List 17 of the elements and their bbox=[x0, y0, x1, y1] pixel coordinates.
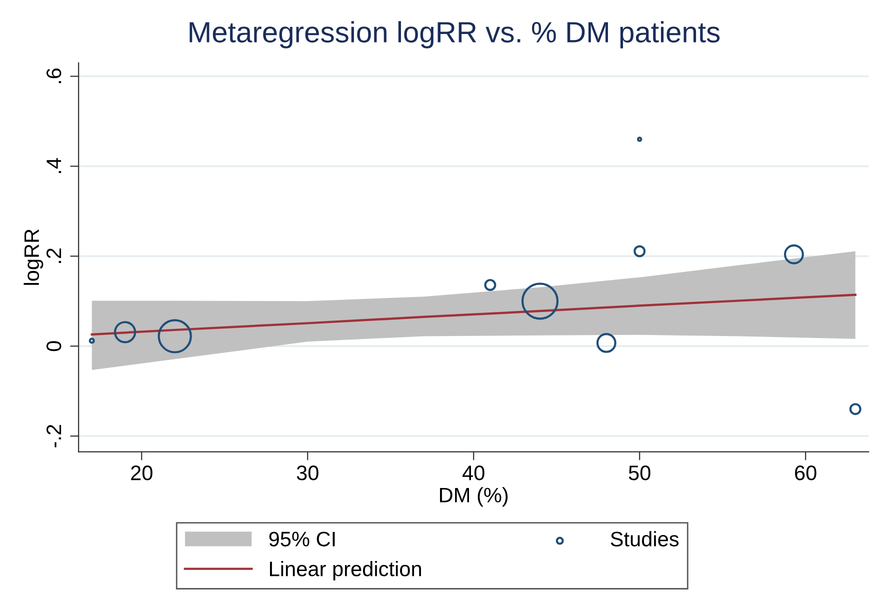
y-tick-label: .2 bbox=[46, 248, 62, 263]
x-tick-label: 60 bbox=[795, 466, 816, 480]
x-tick-label: 30 bbox=[296, 466, 318, 480]
text: 95% CI bbox=[269, 532, 335, 546]
chart-title: Metaregression logRR vs. % DM patients bbox=[190, 21, 720, 48]
line-series bbox=[90, 294, 856, 336]
x-tick-label: 40 bbox=[462, 466, 484, 480]
y-tick-label: -.2 bbox=[46, 424, 62, 448]
x-tick-label: 20 bbox=[131, 466, 152, 480]
legend-label: Linear prediction bbox=[270, 560, 421, 580]
y-axis-title: logRR bbox=[24, 229, 44, 285]
y-tick-label: .6 bbox=[46, 68, 62, 84]
x-tick-label: 50 bbox=[628, 466, 650, 480]
y-tick-label: 0 bbox=[46, 341, 62, 352]
y-tick-label: .4 bbox=[46, 158, 62, 174]
x-axis-title: DM (%) bbox=[440, 487, 508, 507]
legend-label: Studies bbox=[610, 531, 679, 546]
